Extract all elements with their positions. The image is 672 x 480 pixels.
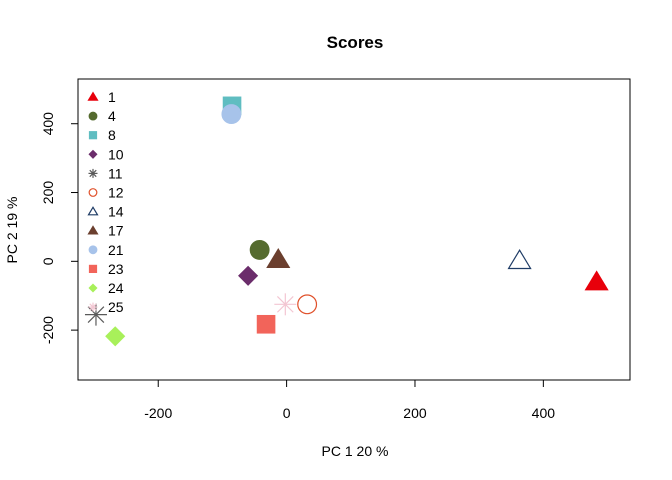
legend-label-10: 10 bbox=[108, 146, 124, 162]
data-point-group-14 bbox=[507, 249, 532, 270]
legend-label-12: 12 bbox=[108, 185, 124, 201]
data-point-group-4 bbox=[249, 240, 270, 260]
x-axis-title: PC 1 20 % bbox=[322, 443, 389, 459]
legend-label-14: 14 bbox=[108, 204, 124, 220]
data-point-group-23 bbox=[256, 314, 276, 334]
data-point-group-21 bbox=[221, 104, 242, 125]
data-points bbox=[84, 96, 609, 347]
legend-label-24: 24 bbox=[108, 280, 124, 296]
legend-key-14 bbox=[87, 206, 99, 216]
chart-title: Scores bbox=[327, 33, 384, 52]
y-tick-label: 200 bbox=[40, 181, 56, 205]
legend-key-1 bbox=[87, 91, 99, 101]
legend-key-8 bbox=[88, 131, 98, 140]
data-point-group-1 bbox=[584, 270, 609, 291]
y-axis: -200 0 200 400 bbox=[40, 112, 78, 344]
legend-key-24 bbox=[88, 283, 98, 293]
data-point-group-12 bbox=[297, 294, 318, 315]
x-tick-label: 400 bbox=[532, 405, 556, 421]
data-point-group-24 bbox=[105, 326, 126, 347]
legend-key-4 bbox=[88, 111, 98, 121]
legend-label-8: 8 bbox=[108, 127, 116, 143]
y-tick-label: 0 bbox=[40, 257, 56, 265]
legend-key-12 bbox=[88, 188, 98, 197]
legend-label-11: 11 bbox=[108, 165, 123, 181]
x-axis: -200 0 200 400 bbox=[144, 380, 555, 421]
legend-key-11 bbox=[88, 168, 98, 178]
legend-key-17 bbox=[87, 225, 99, 235]
legend-key-25 bbox=[88, 302, 98, 312]
data-point-group-10 bbox=[238, 265, 259, 286]
x-tick-label: 200 bbox=[403, 405, 427, 421]
data-point-group-25 bbox=[274, 293, 297, 316]
y-tick-label: -200 bbox=[40, 316, 56, 344]
legend-label-17: 17 bbox=[108, 223, 124, 239]
x-tick-label: 0 bbox=[283, 405, 291, 421]
legend-label-1: 1 bbox=[108, 89, 116, 105]
legend-label-23: 23 bbox=[108, 261, 124, 277]
legend-label-21: 21 bbox=[108, 242, 124, 258]
legend-key-10 bbox=[88, 149, 98, 159]
legend-key-23 bbox=[88, 264, 98, 273]
y-tick-label: 400 bbox=[40, 112, 56, 136]
data-point-group-17 bbox=[266, 247, 291, 269]
plot-frame bbox=[77, 78, 631, 381]
y-axis-title: PC 2 19 % bbox=[4, 197, 20, 264]
legend-key-21 bbox=[88, 245, 98, 255]
legend-label-25: 25 bbox=[108, 299, 124, 315]
x-tick-label: -200 bbox=[144, 405, 172, 421]
legend-label-4: 4 bbox=[108, 108, 116, 124]
